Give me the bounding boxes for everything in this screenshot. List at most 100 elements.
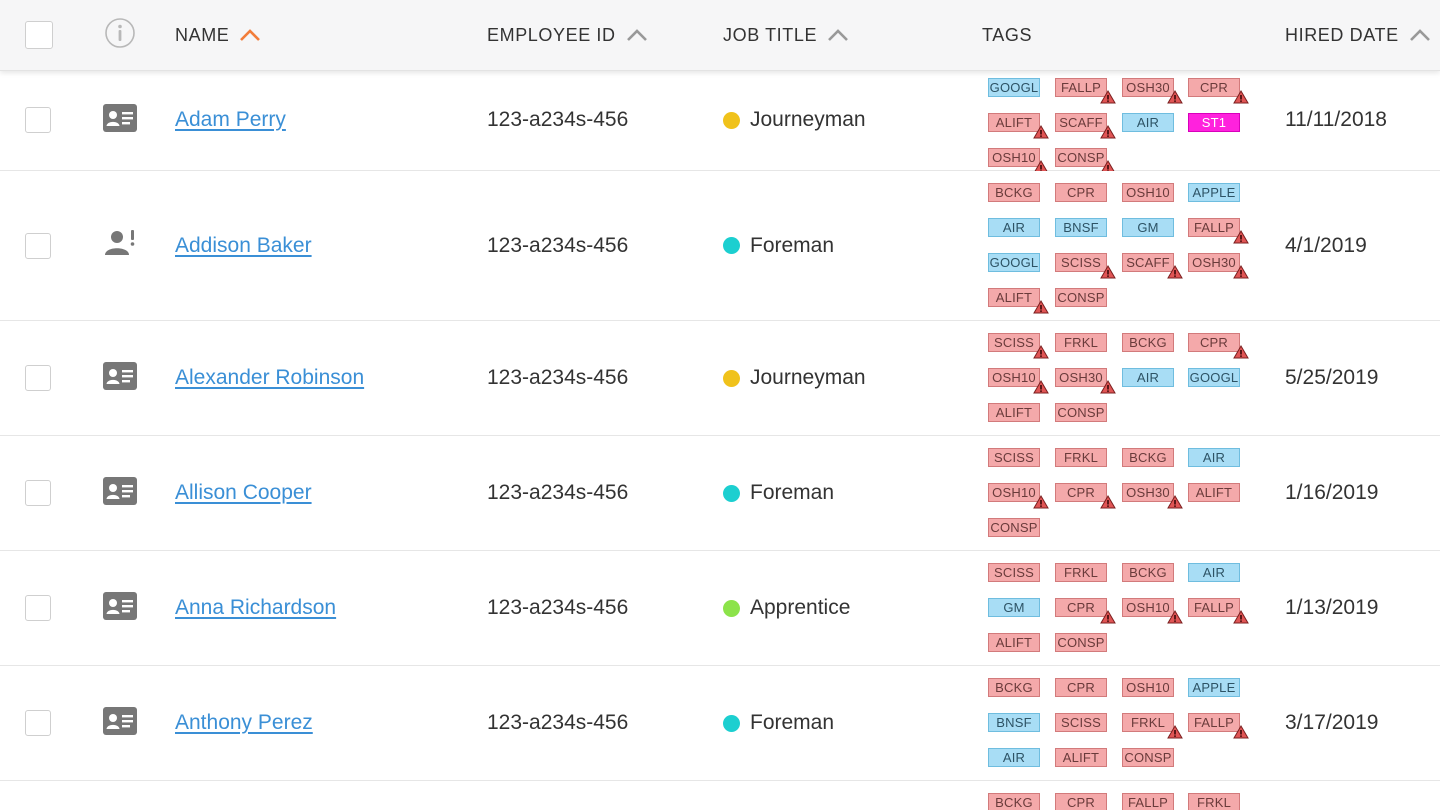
table-row[interactable]: Allison Cooper 123-a234s-456 Foreman 1/16/2… (0, 436, 1440, 551)
tag-badge[interactable]: OSH10 (988, 368, 1049, 394)
row-checkbox[interactable] (25, 595, 51, 621)
tag-badge[interactable]: BCKG (988, 183, 1040, 202)
employee-name-link[interactable]: Addison Baker (175, 233, 312, 257)
tag-badge[interactable]: ALIFT (1055, 748, 1107, 767)
sort-up-icon[interactable] (1409, 28, 1431, 42)
tag-badge[interactable]: ALIFT (988, 113, 1049, 139)
tag-badge[interactable]: FALLP (1188, 713, 1249, 739)
tag-badge[interactable]: FRKL (1122, 713, 1183, 739)
tag-badge[interactable]: APPLE (1188, 678, 1240, 697)
tag-badge[interactable]: AIR (1188, 563, 1240, 582)
tag-badge[interactable]: SCAFF (1122, 253, 1183, 279)
table-row[interactable]: Anthony Perez 123-a234s-456 Foreman 3/17/20… (0, 666, 1440, 781)
tag-badge[interactable]: FALLP (1188, 218, 1249, 244)
tag-badge[interactable]: OSH30 (1122, 483, 1183, 509)
tag-badge[interactable]: FRKL (1188, 793, 1240, 810)
tag-badge[interactable]: AIR (988, 218, 1040, 237)
sort-up-icon[interactable] (827, 28, 849, 42)
info-icon[interactable] (104, 17, 136, 54)
tag-badge[interactable]: AIR (988, 748, 1040, 767)
tag-badge[interactable]: ALIFT (1188, 483, 1240, 502)
column-header-job-title[interactable]: JOB TITLE (723, 0, 849, 70)
tag-badge[interactable]: OSH10 (1122, 598, 1183, 624)
tag-badge[interactable]: APPLE (1188, 183, 1240, 202)
warning-icon (1100, 495, 1116, 509)
tag-badge[interactable]: BNSF (1055, 218, 1107, 237)
tag-badge[interactable]: CONSP (1055, 148, 1116, 174)
tag-label: ALIFT (995, 115, 1033, 130)
tag-badge[interactable]: CONSP (1055, 288, 1107, 307)
tag-badge[interactable]: FRKL (1055, 448, 1107, 467)
sort-up-icon[interactable] (626, 28, 648, 42)
tag-badge[interactable]: CPR (1188, 333, 1249, 359)
tag-badge[interactable]: GM (988, 598, 1040, 617)
tag-badge[interactable]: GM (1122, 218, 1174, 237)
row-checkbox[interactable] (25, 480, 51, 506)
tag-badge[interactable]: SCISS (1055, 713, 1107, 732)
tag-badge[interactable]: OSH30 (1188, 253, 1249, 279)
sort-up-active-icon[interactable] (239, 28, 261, 42)
tag-badge[interactable]: GOOGL (988, 253, 1040, 272)
employee-name-link[interactable]: Alexander Robinson (175, 366, 365, 389)
tag-badge[interactable]: CPR (1055, 598, 1116, 624)
tag-badge[interactable]: FALLP (1122, 793, 1174, 810)
tag-badge[interactable]: GOOGL (1188, 368, 1240, 387)
row-checkbox[interactable] (25, 232, 51, 259)
tag-badge[interactable]: SCISS (1055, 253, 1116, 279)
tag-badge[interactable]: FRKL (1055, 333, 1107, 352)
tag-badge[interactable]: OSH10 (988, 483, 1049, 509)
tag-badge[interactable]: AIR (1188, 448, 1240, 467)
tag-badge[interactable]: BCKG (1122, 563, 1174, 582)
tag-badge[interactable]: CPR (1055, 183, 1107, 202)
tag-badge[interactable]: OSH30 (1122, 78, 1183, 104)
employee-name-link[interactable]: Anna Richardson (175, 596, 337, 619)
tag-badge[interactable]: OSH10 (988, 148, 1049, 174)
table-row[interactable]: Adam Perry 123-a234s-456 Journeyman 11/11/2… (0, 70, 1440, 174)
table-row[interactable]: Alexander Robinson 123-a234s-456 Journeyma… (0, 321, 1440, 436)
tag-badge[interactable]: OSH30 (1055, 368, 1116, 394)
tag-badge[interactable]: FALLP (1188, 598, 1249, 624)
tag-badge[interactable]: CPR (1055, 678, 1107, 697)
column-header-hired-date[interactable]: HIRED DATE (1285, 0, 1431, 70)
tag-badge[interactable]: ST1 (1188, 113, 1240, 132)
tag-badge[interactable]: CPR (1055, 793, 1107, 810)
employee-name-link[interactable]: Allison Cooper (175, 481, 312, 504)
tag-badge[interactable]: BNSF (988, 713, 1040, 732)
tag-badge[interactable]: CONSP (1122, 748, 1174, 767)
employee-name-link[interactable]: Anthony Perez (175, 711, 313, 734)
tag-badge[interactable]: CPR (1188, 78, 1249, 104)
tag-badge[interactable]: SCISS (988, 563, 1040, 582)
tag-badge[interactable]: GOOGL (988, 78, 1040, 97)
tag-badge[interactable]: ALIFT (988, 633, 1040, 652)
warning-icon (1167, 90, 1183, 104)
tag-badge[interactable]: OSH10 (1122, 678, 1174, 697)
tag-badge[interactable]: CPR (1055, 483, 1116, 509)
tag-badge[interactable]: FALLP (1055, 78, 1116, 104)
tag-badge[interactable]: AIR (1122, 368, 1174, 387)
table-row[interactable]: Addison Baker 123-a234s-456 Foreman 4/1/201… (0, 171, 1440, 321)
row-checkbox[interactable] (25, 365, 51, 391)
tag-badge[interactable]: SCISS (988, 333, 1049, 359)
tag-badge[interactable]: AIR (1122, 113, 1174, 132)
tag-badge[interactable]: CONSP (988, 518, 1040, 537)
tag-badge[interactable]: BCKG (988, 793, 1040, 810)
row-checkbox[interactable] (25, 710, 51, 736)
column-header-employee-id[interactable]: EMPLOYEE ID (487, 0, 648, 70)
tag-badge[interactable]: CONSP (1055, 633, 1107, 652)
column-header-name[interactable]: NAME (175, 0, 261, 70)
tag-badge[interactable]: ALIFT (988, 403, 1040, 422)
tag-badge[interactable]: BCKG (1122, 448, 1174, 467)
tag-badge[interactable]: BCKG (1122, 333, 1174, 352)
row-checkbox[interactable] (25, 107, 51, 133)
tag-badge[interactable]: OSH10 (1122, 183, 1174, 202)
tag-badge[interactable]: ALIFT (988, 288, 1049, 314)
table-row[interactable]: BCKG CPR FALLP FRKL (0, 781, 1440, 810)
tag-badge[interactable]: SCAFF (1055, 113, 1116, 139)
select-all-checkbox[interactable] (25, 21, 53, 49)
tag-badge[interactable]: SCISS (988, 448, 1040, 467)
tag-badge[interactable]: FRKL (1055, 563, 1107, 582)
tag-badge[interactable]: CONSP (1055, 403, 1107, 422)
tag-badge[interactable]: BCKG (988, 678, 1040, 697)
employee-name-link[interactable]: Adam Perry (175, 108, 286, 131)
table-row[interactable]: Anna Richardson 123-a234s-456 Apprentice 1/… (0, 551, 1440, 666)
